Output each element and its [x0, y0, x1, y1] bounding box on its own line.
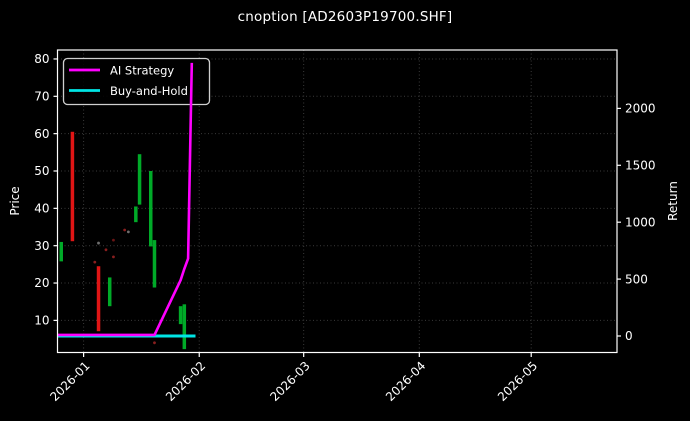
- price-tick-label: 60: [34, 127, 49, 141]
- legend-item-label: Buy-and-Hold: [110, 84, 188, 98]
- price-tick-label: 20: [34, 276, 49, 290]
- price-tick-label: 40: [34, 202, 49, 216]
- return-tick-label: 500: [625, 272, 648, 286]
- scatter-dot: [104, 248, 108, 252]
- candle: [178, 306, 183, 325]
- candle: [182, 304, 187, 350]
- x-tick-label: 2026-02: [163, 359, 208, 404]
- price-tick-label: 50: [34, 164, 49, 178]
- scatter-dot: [153, 341, 156, 345]
- series-ai-strategy: [57, 62, 194, 337]
- scatter-dot: [123, 228, 127, 232]
- x-tick-label: 2026-03: [267, 359, 312, 404]
- scatter-dot: [93, 260, 97, 264]
- scatter-dot: [126, 230, 130, 234]
- x-tick-label: 2026-05: [495, 359, 540, 404]
- chart-title: cnoption [AD2603P19700.SHF]: [237, 9, 453, 25]
- candle: [107, 277, 112, 307]
- price-tick-label: 30: [34, 239, 49, 253]
- price-tick-label: 80: [34, 52, 49, 66]
- candle: [149, 171, 153, 247]
- candle: [137, 154, 142, 205]
- candle: [152, 240, 157, 288]
- scatter-dot: [112, 255, 115, 259]
- return-tick-label: 2000: [625, 102, 656, 116]
- x-tick-label: 2026-01: [47, 359, 92, 404]
- candle: [96, 266, 101, 332]
- scatter-dot: [112, 238, 115, 242]
- candle: [70, 131, 75, 242]
- candle: [59, 241, 63, 262]
- legend: AI Strategy Buy-and-Hold: [62, 57, 211, 106]
- x-tick-label: 2026-04: [383, 359, 428, 404]
- return-tick-label: 0: [625, 329, 633, 343]
- price-tick-label: 70: [34, 90, 49, 104]
- scatter-dot: [97, 241, 100, 245]
- price-tick-label: 10: [34, 314, 49, 328]
- candle: [134, 206, 138, 223]
- return-tick-label: 1500: [625, 158, 656, 172]
- plot-border: [56, 49, 618, 354]
- return-tick-label: 1000: [625, 215, 656, 229]
- legend-item-label: AI Strategy: [110, 64, 174, 78]
